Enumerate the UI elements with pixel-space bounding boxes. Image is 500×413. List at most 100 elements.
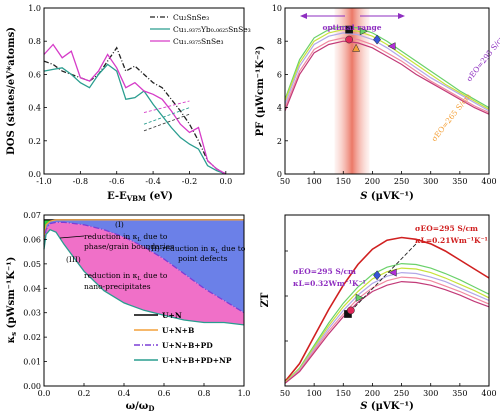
region-III-annotation: (III) reduction in κL due to nano-precip… xyxy=(66,255,168,291)
kappa-fill-region-2 xyxy=(44,222,244,325)
dos-y-tick-label: 1.0 xyxy=(28,4,41,13)
dos-series-line-1 xyxy=(43,63,227,175)
dos-x-tick-label: -1.0 xyxy=(36,177,51,186)
pf-x-tick-label: 250 xyxy=(394,177,409,186)
kappa-x-tick-label: 1.0 xyxy=(238,389,251,398)
pf-x-tick-label: 50 xyxy=(280,177,290,186)
zt-y-axis-label: ZT xyxy=(260,292,271,307)
dos-plot-frame xyxy=(43,7,245,175)
zt-series-line-2 xyxy=(284,267,490,383)
dos-x-tick-label: -0.6 xyxy=(109,177,124,186)
dos-series-line-0 xyxy=(43,46,227,175)
dos-x-tick-label: -0.4 xyxy=(145,177,160,186)
pf-marker-triangle-right xyxy=(359,27,368,36)
kappa-y-tick-label: 0.00 xyxy=(23,382,41,391)
dos-fit-line-2 xyxy=(143,113,190,132)
pf-series-line-2 xyxy=(284,32,490,112)
kappa-fill-region-1 xyxy=(44,219,244,313)
pf-y-tick-label: 10 xyxy=(272,4,282,13)
dos-y-tick-label: 0.4 xyxy=(28,104,41,113)
pf-x-tick-label: 100 xyxy=(307,177,322,186)
pf-y-tick-label: 8 xyxy=(277,37,282,46)
pf-sigma-265-label: σEO=265 S/cm xyxy=(429,91,472,143)
zt-series-line-5 xyxy=(284,280,490,384)
zt-x-tick-label: 150 xyxy=(336,389,351,398)
optimal-range-band xyxy=(334,8,370,174)
pf-y-tick-label: 4 xyxy=(277,104,282,113)
kappa-plot-frame xyxy=(43,214,245,387)
kappa-series-line-2 xyxy=(43,221,245,314)
zt-red-kappa-label: κL=0.21Wm⁻¹K⁻¹ xyxy=(415,236,488,245)
kappa-y-tick-label: 0.07 xyxy=(23,211,41,220)
region-I-pointer xyxy=(59,235,85,239)
kappa-y-tick-label: 0.04 xyxy=(23,284,41,293)
zt-x-tick-label: 300 xyxy=(423,389,438,398)
pf-x-axis-label: S (μVK⁻¹) xyxy=(360,191,414,202)
pf-x-tick-label: 350 xyxy=(452,177,467,186)
zt-guide-line xyxy=(345,243,417,317)
dos-fit-line-0 xyxy=(143,100,190,114)
zt-series-line-1 xyxy=(284,262,490,383)
dos-y-tick-label: 0.0 xyxy=(28,170,41,179)
pf-x-tick-label: 150 xyxy=(336,177,351,186)
dos-x-tick-label: -0.2 xyxy=(182,177,197,186)
kappa-y-tick-label: 0.02 xyxy=(23,333,41,342)
zt-x-tick-label: 100 xyxy=(307,389,322,398)
zt-series-line-0 xyxy=(284,236,490,383)
dos-x-tick-label: -0.8 xyxy=(73,177,88,186)
dos-y-tick-label: 0.6 xyxy=(28,70,41,79)
pf-y-tick-label: 6 xyxy=(277,70,282,79)
kappa-x-tick-label: 0.0 xyxy=(38,389,51,398)
pf-series-line-0 xyxy=(284,25,490,109)
dos-legend: Cu₂SnSe₃ Cu₁.₉₃₇₅Yb₀.₀₆₂₅SnSe₃ Cu₁.₉₃₇₅SnS… xyxy=(150,13,251,46)
region-II-label: (II) xyxy=(148,244,160,253)
pf-marker-triangle xyxy=(352,43,361,52)
zt-marker-triangle-left xyxy=(388,268,397,277)
kappa-y-tick-label: 0.06 xyxy=(23,235,41,244)
kappa-legend-label: U+N+B xyxy=(162,326,194,335)
zt-plot-frame xyxy=(284,214,490,387)
zt-marker-circle xyxy=(347,306,355,315)
kappa-legend-label: U+N+B+PD+NP xyxy=(162,356,232,365)
dos-series-line-2 xyxy=(43,43,227,175)
pf-x-tick-label: 200 xyxy=(365,177,380,186)
pf-panel: 50 100 150 200 250 300 350 400 0 2 4 6 8 10 PF (μWcm⁻… xyxy=(255,4,500,202)
optimal-range-label: optimal range xyxy=(322,23,381,32)
dos-y-tick-label: 0.8 xyxy=(28,37,41,46)
optimal-range-right-arrow xyxy=(398,13,405,19)
kappa-legend: U+N U+N+B U+N+B+PD U+N+B+PD+NP xyxy=(134,311,232,365)
kappa-x-tick-label: 0.6 xyxy=(158,389,171,398)
kappa-legend-label: U+N+B+PD xyxy=(162,341,213,350)
region-III-text-1: reduction in κL due to xyxy=(84,271,168,282)
zt-marker-triangle-right xyxy=(355,293,364,302)
region-II-text-1: reduction in κL due to xyxy=(162,244,246,255)
region-III-label: (III) xyxy=(66,255,81,264)
pf-x-tick-label: 400 xyxy=(481,177,496,186)
dos-legend-label: Cu₁.₉₃₇₅Yb₀.₀₆₂₅SnSe₃ xyxy=(173,25,251,34)
dos-y-axis-label: DOS (states/eV*atoms) xyxy=(6,27,17,155)
kappa-legend-label: U+N xyxy=(162,311,182,320)
pf-marker-diamond xyxy=(373,34,382,45)
region-III-text-2: nano-precipitates xyxy=(84,282,151,291)
pf-x-tick-label: 300 xyxy=(423,177,438,186)
zt-purple-sigma-label: σEO=295 S/cm xyxy=(293,267,356,276)
kappa-y-tick-label: 0.05 xyxy=(23,260,41,269)
dos-x-tick-label: 0.0 xyxy=(219,177,232,186)
zt-panel: 50 100 150 200 250 300 350 400 ZT S (μVK⁻¹) σEO… xyxy=(260,214,497,412)
zt-red-sigma-label: σEO=295 S/cm xyxy=(415,224,478,233)
dos-y-tick-label: 0.2 xyxy=(28,137,41,146)
region-I-text-2: phase/grain boundaries xyxy=(84,242,174,251)
dos-panel: -1.0 -0.8 -0.6 -0.4 -0.2 0.0 0.0 0.2 0.4 0.6 0.8 1.… xyxy=(6,4,251,203)
pf-marker-triangle-left xyxy=(387,42,396,51)
zt-x-tick-label: 50 xyxy=(280,389,290,398)
zt-series-line-4 xyxy=(284,276,490,384)
kappa-x-axis-label: ω/ωD xyxy=(126,401,155,413)
pf-series-line-3 xyxy=(284,37,490,114)
pf-sigma-295-label: σEO=295 S/cm xyxy=(464,31,500,83)
zt-x-tick-label: 350 xyxy=(452,389,467,398)
pf-plot-frame xyxy=(284,7,490,175)
kappa-y-tick-label: 0.01 xyxy=(23,358,41,367)
zt-purple-kappa-label: κL=0.32Wm⁻¹K⁻¹ xyxy=(293,279,366,288)
pf-marker-circle xyxy=(345,35,353,44)
